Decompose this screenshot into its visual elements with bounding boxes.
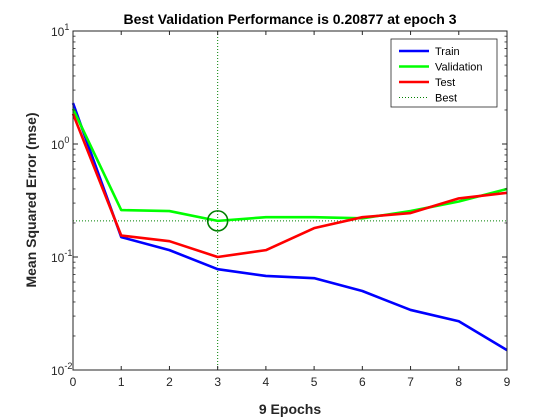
y-axis: 10-2 10-1 100 101 [51, 22, 507, 378]
series-line-test [71, 113, 508, 259]
legend: Train Validation Test Best [390, 38, 498, 108]
y-tick-label: 10-1 [51, 248, 72, 265]
series-lines [71, 102, 508, 352]
best-marker [206, 210, 229, 232]
y-axis-title: Mean Squared Error (mse) [23, 112, 39, 287]
x-tick-label: 2 [166, 375, 173, 389]
y-tick-label: 101 [51, 22, 69, 39]
y-tick-label: 100 [51, 135, 69, 152]
x-tick-label: 7 [407, 375, 414, 389]
y-tick-label: 10-2 [51, 361, 72, 378]
x-tick-label: 0 [70, 375, 77, 389]
legend-label: Train [435, 46, 460, 58]
x-axis-title: 9 Epochs [259, 401, 321, 417]
best-reference-lines [73, 31, 507, 370]
x-tick-label: 3 [214, 375, 221, 389]
series-line-train [71, 102, 508, 352]
plot-frame [72, 30, 508, 371]
legend-label: Best [435, 93, 457, 105]
x-tick-label: 5 [311, 375, 318, 389]
x-tick-label: 9 [504, 375, 511, 389]
x-tick-label: 4 [263, 375, 270, 389]
legend-label: Test [435, 77, 455, 89]
x-tick-label: 6 [359, 375, 366, 389]
x-tick-label: 1 [118, 375, 125, 389]
x-axis: 0 1 2 3 4 5 6 7 8 9 [70, 31, 511, 389]
best-marker-group [206, 210, 229, 232]
chart-title: Best Validation Performance is 0.20877 a… [123, 11, 456, 27]
legend-label: Validation [435, 62, 483, 74]
x-tick-label: 8 [455, 375, 462, 389]
